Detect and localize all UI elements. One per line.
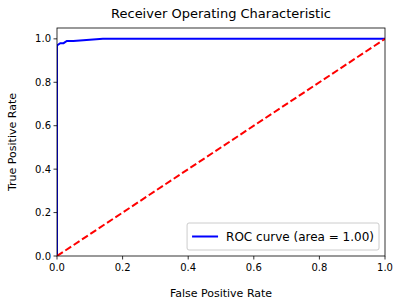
y-tick-label: 0.6 [35,120,51,131]
x-tick-label: 0.8 [311,262,327,273]
y-tick-label: 0.2 [35,207,51,218]
x-tick [385,256,386,260]
legend-swatch [192,236,218,238]
legend-label: ROC curve (area = 1.00) [226,230,374,244]
x-tick-label: 0.4 [180,262,196,273]
x-tick [253,256,254,260]
x-tick-label: 0.2 [115,262,131,273]
y-tick [54,125,58,126]
plot-frame [57,28,385,256]
y-tick-label: 0.8 [35,77,51,88]
y-tick [54,82,58,83]
y-tick-label: 0.4 [35,164,51,175]
legend: ROC curve (area = 1.00) [187,223,379,250]
x-tick [57,256,58,260]
plot-data [57,39,385,256]
y-tick-label: 1.0 [35,33,51,44]
x-tick-label: 0.0 [49,262,65,273]
title: Receiver Operating Characteristic [111,6,331,21]
y-tick [54,169,58,170]
legend-box [187,223,379,250]
x-tick [122,256,123,260]
x-tick-label: 1.0 [377,262,393,273]
x-tick [319,256,320,260]
series-line [57,39,385,256]
y-axis-label: True Positive Rate [6,93,19,192]
y-tick [54,256,58,257]
x-tick [188,256,189,260]
x-tick-label: 0.6 [246,262,262,273]
y-tick-label: 0.0 [35,251,51,262]
series-line [57,39,385,256]
x-axis-label: False Positive Rate [170,287,272,300]
chart: Receiver Operating Characteristic 0.0 0.2 0… [0,0,406,304]
y-tick [54,38,58,39]
y-tick [54,212,58,213]
